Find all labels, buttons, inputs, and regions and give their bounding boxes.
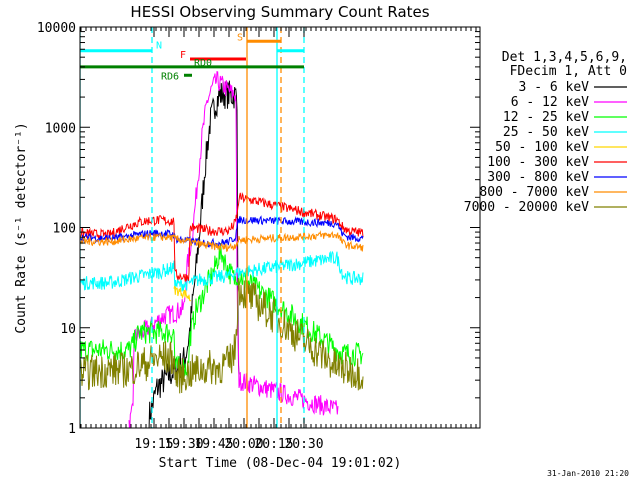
legend-label: 100 - 300 keV	[487, 155, 589, 170]
legend-header: Det 1,3,4,5,6,9,	[502, 50, 627, 65]
footer-date: 31-Jan-2010 21:20	[547, 469, 629, 478]
y-tick-label: 100	[53, 222, 76, 237]
legend: Det 1,3,4,5,6,9,FDecim 1, Att 03 - 6 keV…	[464, 50, 627, 215]
y-tick-label: 10000	[37, 21, 76, 36]
series-line-4	[173, 285, 192, 302]
series-line-8	[80, 279, 364, 394]
series-line-7	[80, 230, 364, 252]
legend-header: FDecim 1, Att 0	[510, 64, 627, 79]
series-line-3	[80, 250, 364, 292]
y-axis-label: Count Rate (s⁻¹ detector⁻¹)	[14, 122, 29, 333]
legend-label: 12 - 25 keV	[503, 110, 589, 125]
legend-label: 6 - 12 keV	[511, 95, 589, 110]
legend-label: 50 - 100 keV	[495, 140, 589, 155]
series-line-2	[80, 242, 364, 380]
legend-label: 7000 - 20000 keV	[464, 200, 589, 215]
x-tick-label: 19:30	[164, 437, 203, 452]
legend-label: 300 - 800 keV	[487, 170, 589, 185]
y-tick-label: 10	[60, 322, 76, 337]
legend-label: 3 - 6 keV	[519, 80, 590, 95]
x-axis-label: Start Time (08-Dec-04 19:01:02)	[159, 456, 402, 471]
x-tick-label: 19:45	[194, 437, 233, 452]
x-tick-label: 20:30	[284, 437, 323, 452]
flag-label-rd6: RD6	[161, 71, 179, 82]
flag-label-n: N	[156, 41, 162, 52]
series-line-1	[128, 71, 339, 428]
legend-label: 25 - 50 keV	[503, 125, 589, 140]
x-tick-label: 19:15	[134, 437, 173, 452]
x-tick-label: 20:00	[224, 437, 263, 452]
series-line-6	[80, 215, 364, 249]
chart-title: HESSI Observing Summary Count Rates	[130, 3, 429, 21]
flag-label-s: S	[237, 32, 243, 43]
y-tick-label: 1000	[45, 121, 76, 136]
legend-label: 800 - 7000 keV	[479, 185, 589, 200]
series-line-0	[148, 80, 240, 428]
series-line-5	[80, 191, 364, 282]
x-tick-label: 20:15	[254, 437, 293, 452]
flag-label-f: F	[180, 50, 186, 61]
y-tick-label: 1	[68, 422, 76, 437]
plot-frame	[79, 26, 481, 429]
flag-label-rd0: RD0	[194, 58, 212, 69]
